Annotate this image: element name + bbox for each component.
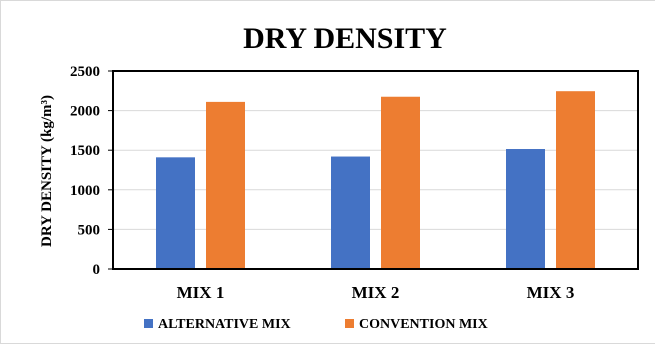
y-tick-label: 2000 bbox=[70, 104, 100, 120]
x-tick-label: MIX 2 bbox=[352, 283, 400, 302]
legend-label: ALTERNATIVE MIX bbox=[158, 317, 291, 332]
legend-swatch bbox=[345, 319, 354, 328]
chart-title: DRY DENSITY bbox=[243, 22, 447, 55]
x-tick-label: MIX 3 bbox=[527, 283, 575, 302]
bar-alternative-mix-mix-1 bbox=[156, 157, 195, 269]
y-tick-label: 0 bbox=[93, 262, 101, 278]
legend-swatch bbox=[144, 319, 153, 328]
bars bbox=[156, 91, 595, 270]
bar-alternative-mix-mix-3 bbox=[506, 149, 545, 269]
y-tick-label: 1500 bbox=[70, 143, 100, 159]
bar-alternative-mix-mix-2 bbox=[331, 156, 370, 269]
legend: ALTERNATIVE MIX CONVENTION MIX bbox=[144, 317, 488, 332]
bar-convention-mix-mix-1 bbox=[206, 101, 245, 269]
y-axis-label: DRY DENSITY (kg/m³) bbox=[39, 95, 55, 247]
y-tick-label: 500 bbox=[78, 222, 101, 238]
y-tick-label: 1000 bbox=[70, 183, 100, 199]
y-tick-labels: 0 500 1000 1500 2000 2500 bbox=[70, 64, 100, 278]
legend-label: CONVENTION MIX bbox=[359, 317, 488, 332]
gridlines bbox=[108, 70, 638, 270]
bar-convention-mix-mix-3 bbox=[556, 91, 595, 269]
x-tick-labels: MIX 1 MIX 2 MIX 3 bbox=[177, 283, 575, 302]
plot-area-border bbox=[112, 70, 639, 270]
bar-convention-mix-mix-2 bbox=[381, 96, 420, 270]
x-tick-label: MIX 1 bbox=[177, 283, 225, 302]
y-tick-label: 2500 bbox=[70, 64, 100, 80]
